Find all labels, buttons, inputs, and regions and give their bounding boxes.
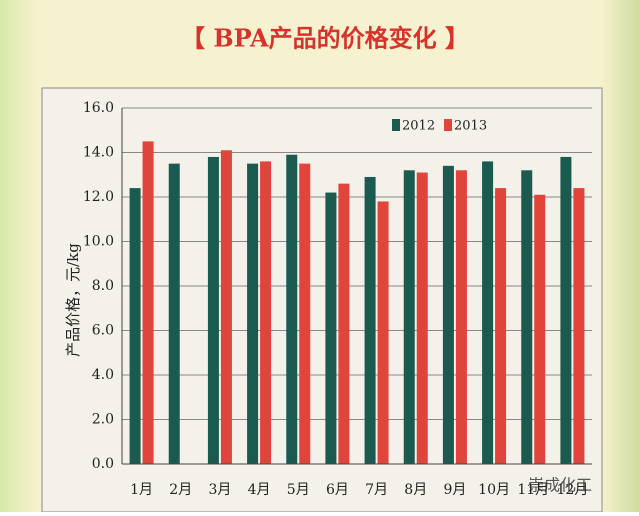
x-tick-label: 10月 (478, 482, 510, 498)
bar (560, 156, 572, 464)
legend-swatch (444, 119, 452, 131)
bar (534, 194, 546, 464)
bar (377, 201, 389, 464)
bar (403, 170, 415, 465)
x-tick-label: 7月 (365, 482, 388, 498)
bar (299, 163, 311, 464)
bar (142, 141, 154, 464)
x-tick-label: 5月 (287, 482, 310, 498)
watermark: 崇成化工 (528, 476, 592, 495)
x-tick-label: 3月 (208, 482, 231, 498)
x-tick-label: 9月 (443, 482, 466, 498)
bar (364, 176, 376, 464)
x-tick-label: 11月 (517, 482, 549, 498)
y-tick-label: 14.0 (83, 145, 114, 161)
x-tick-label: 6月 (326, 482, 349, 498)
plot-frame (41, 87, 603, 513)
bar (495, 188, 507, 464)
x-tick-label: 1月 (130, 482, 153, 498)
y-tick-label: 12.0 (83, 189, 114, 205)
x-tick-label: 4月 (248, 482, 271, 498)
bar (521, 170, 533, 465)
legend-label: 2012 (402, 119, 435, 134)
y-tick-label: 10.0 (83, 234, 114, 250)
x-tick-label: 2月 (169, 482, 192, 498)
x-tick-label: 12月 (557, 482, 589, 498)
y-tick-label: 16.0 (83, 100, 114, 116)
y-tick-label: 8.0 (92, 278, 114, 294)
bar (573, 188, 585, 464)
bar (455, 170, 467, 465)
bar (338, 183, 350, 464)
chart-title: 【 BPA产品的价格变化 】 (181, 24, 469, 53)
bar (482, 161, 494, 464)
y-tick-label: 6.0 (92, 323, 114, 339)
bar (260, 161, 272, 464)
bar (286, 154, 298, 464)
bar (416, 172, 428, 464)
bar (168, 163, 180, 464)
bar (220, 150, 232, 464)
x-tick-label: 8月 (404, 482, 427, 498)
y-tick-label: 4.0 (92, 367, 114, 383)
bar (129, 188, 141, 464)
y-tick-label: 0.0 (92, 456, 114, 472)
y-tick-label: 2.0 (92, 412, 114, 428)
legend-swatch (392, 119, 400, 131)
bar (207, 156, 219, 464)
bar (247, 163, 259, 464)
bar (442, 165, 454, 464)
legend-label: 2013 (454, 119, 487, 134)
y-axis-label: 产品价格，元/kg (64, 243, 82, 357)
bar (325, 192, 337, 465)
